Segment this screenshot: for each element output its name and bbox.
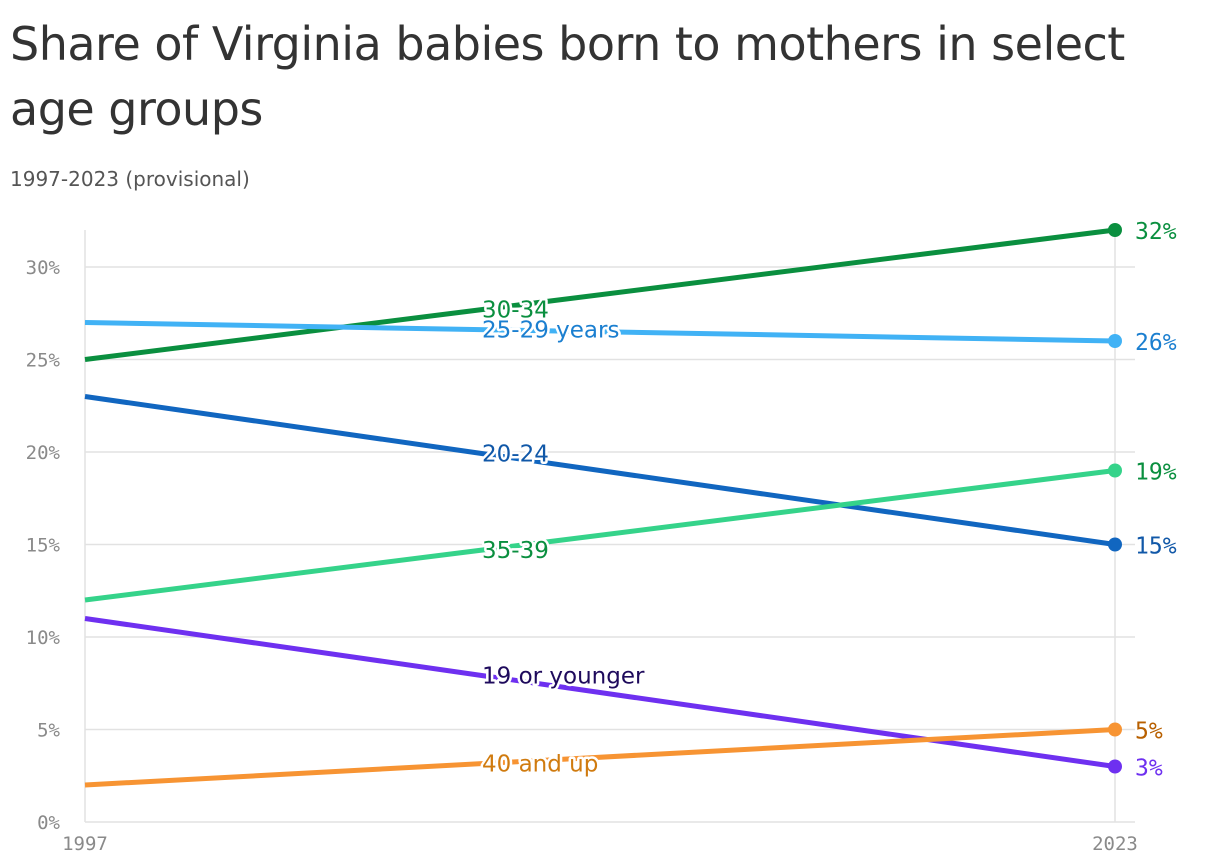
series-line bbox=[84, 320, 1116, 344]
series-end-point bbox=[1108, 223, 1122, 237]
x-tick-label: 2023 bbox=[1092, 833, 1138, 855]
x-tick-label: 1997 bbox=[62, 833, 108, 855]
series-name-label: 25-29 years bbox=[482, 318, 619, 344]
series-line bbox=[84, 227, 1116, 362]
x-axis: 1997 2023 bbox=[62, 833, 1138, 855]
chart-subtitle: 1997-2023 (provisional) bbox=[10, 167, 250, 191]
y-tick-label: 20% bbox=[26, 442, 61, 464]
series-end-point bbox=[1108, 334, 1122, 348]
series-lines bbox=[84, 223, 1122, 788]
y-tick-label: 30% bbox=[26, 257, 61, 279]
series-name-label: 20-24 bbox=[482, 442, 549, 468]
series-line bbox=[84, 468, 1116, 603]
series-end-point bbox=[1108, 722, 1122, 737]
y-tick-label: 25% bbox=[26, 350, 61, 372]
series-end-label: 5% bbox=[1135, 719, 1163, 745]
series-end-point bbox=[1108, 537, 1122, 552]
y-tick-label: 15% bbox=[26, 535, 61, 557]
series-name-label: 19 or younger bbox=[482, 664, 645, 690]
series-line bbox=[84, 727, 1116, 788]
series-end-point bbox=[1108, 759, 1122, 774]
series-line bbox=[84, 616, 1116, 769]
series-name-label: 30-34 bbox=[482, 298, 549, 324]
series-labels: 32% 30-34 26% 25-29 years 15% 20-24 19% 35-39 3%… bbox=[480, 219, 1177, 782]
series-end-label: 26% bbox=[1135, 330, 1177, 356]
series-end-label: 15% bbox=[1135, 534, 1177, 560]
y-tick-label: 10% bbox=[26, 627, 61, 649]
y-tick-label: 0% bbox=[37, 812, 60, 834]
series-end-label: 19% bbox=[1135, 460, 1177, 486]
y-axis: 0% 5% 10% 15% 20% 25% 30% bbox=[26, 257, 61, 834]
series-end-point bbox=[1108, 463, 1122, 478]
series-end-label: 3% bbox=[1135, 756, 1163, 782]
series-name-label: 35-39 bbox=[482, 538, 549, 564]
series-name-label: 40 and up bbox=[482, 752, 598, 778]
gridlines bbox=[84, 230, 1135, 823]
chart-title: Share of Virginia babies born to mothers… bbox=[10, 17, 1125, 136]
series-end-label: 32% bbox=[1135, 219, 1177, 245]
series-line bbox=[84, 394, 1116, 547]
y-tick-label: 5% bbox=[37, 720, 60, 742]
